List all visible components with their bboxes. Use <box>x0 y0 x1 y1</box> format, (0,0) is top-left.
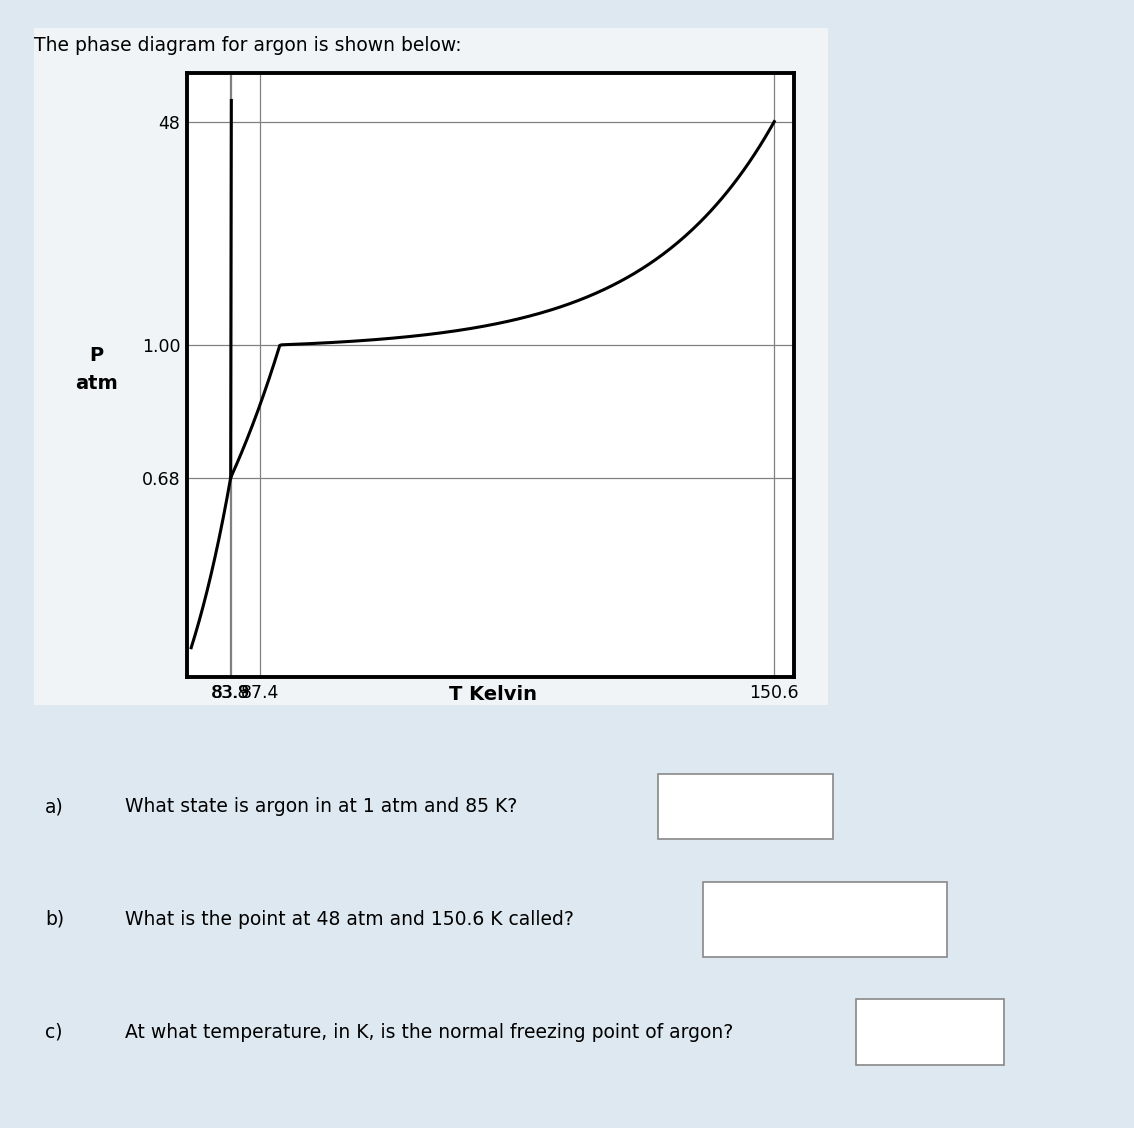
Text: atm: atm <box>75 374 118 393</box>
Text: T Kelvin: T Kelvin <box>449 686 538 704</box>
Text: a): a) <box>45 797 65 816</box>
Text: c): c) <box>45 1023 62 1041</box>
Text: The phase diagram for argon is shown below:: The phase diagram for argon is shown bel… <box>34 36 462 55</box>
Text: What is the point at 48 atm and 150.6 K called?: What is the point at 48 atm and 150.6 K … <box>125 910 574 928</box>
Text: b): b) <box>45 910 65 928</box>
Text: At what temperature, in K, is the normal freezing point of argon?: At what temperature, in K, is the normal… <box>125 1023 733 1041</box>
Text: P: P <box>90 346 103 364</box>
Text: What state is argon in at 1 atm and 85 K?: What state is argon in at 1 atm and 85 K… <box>125 797 517 816</box>
